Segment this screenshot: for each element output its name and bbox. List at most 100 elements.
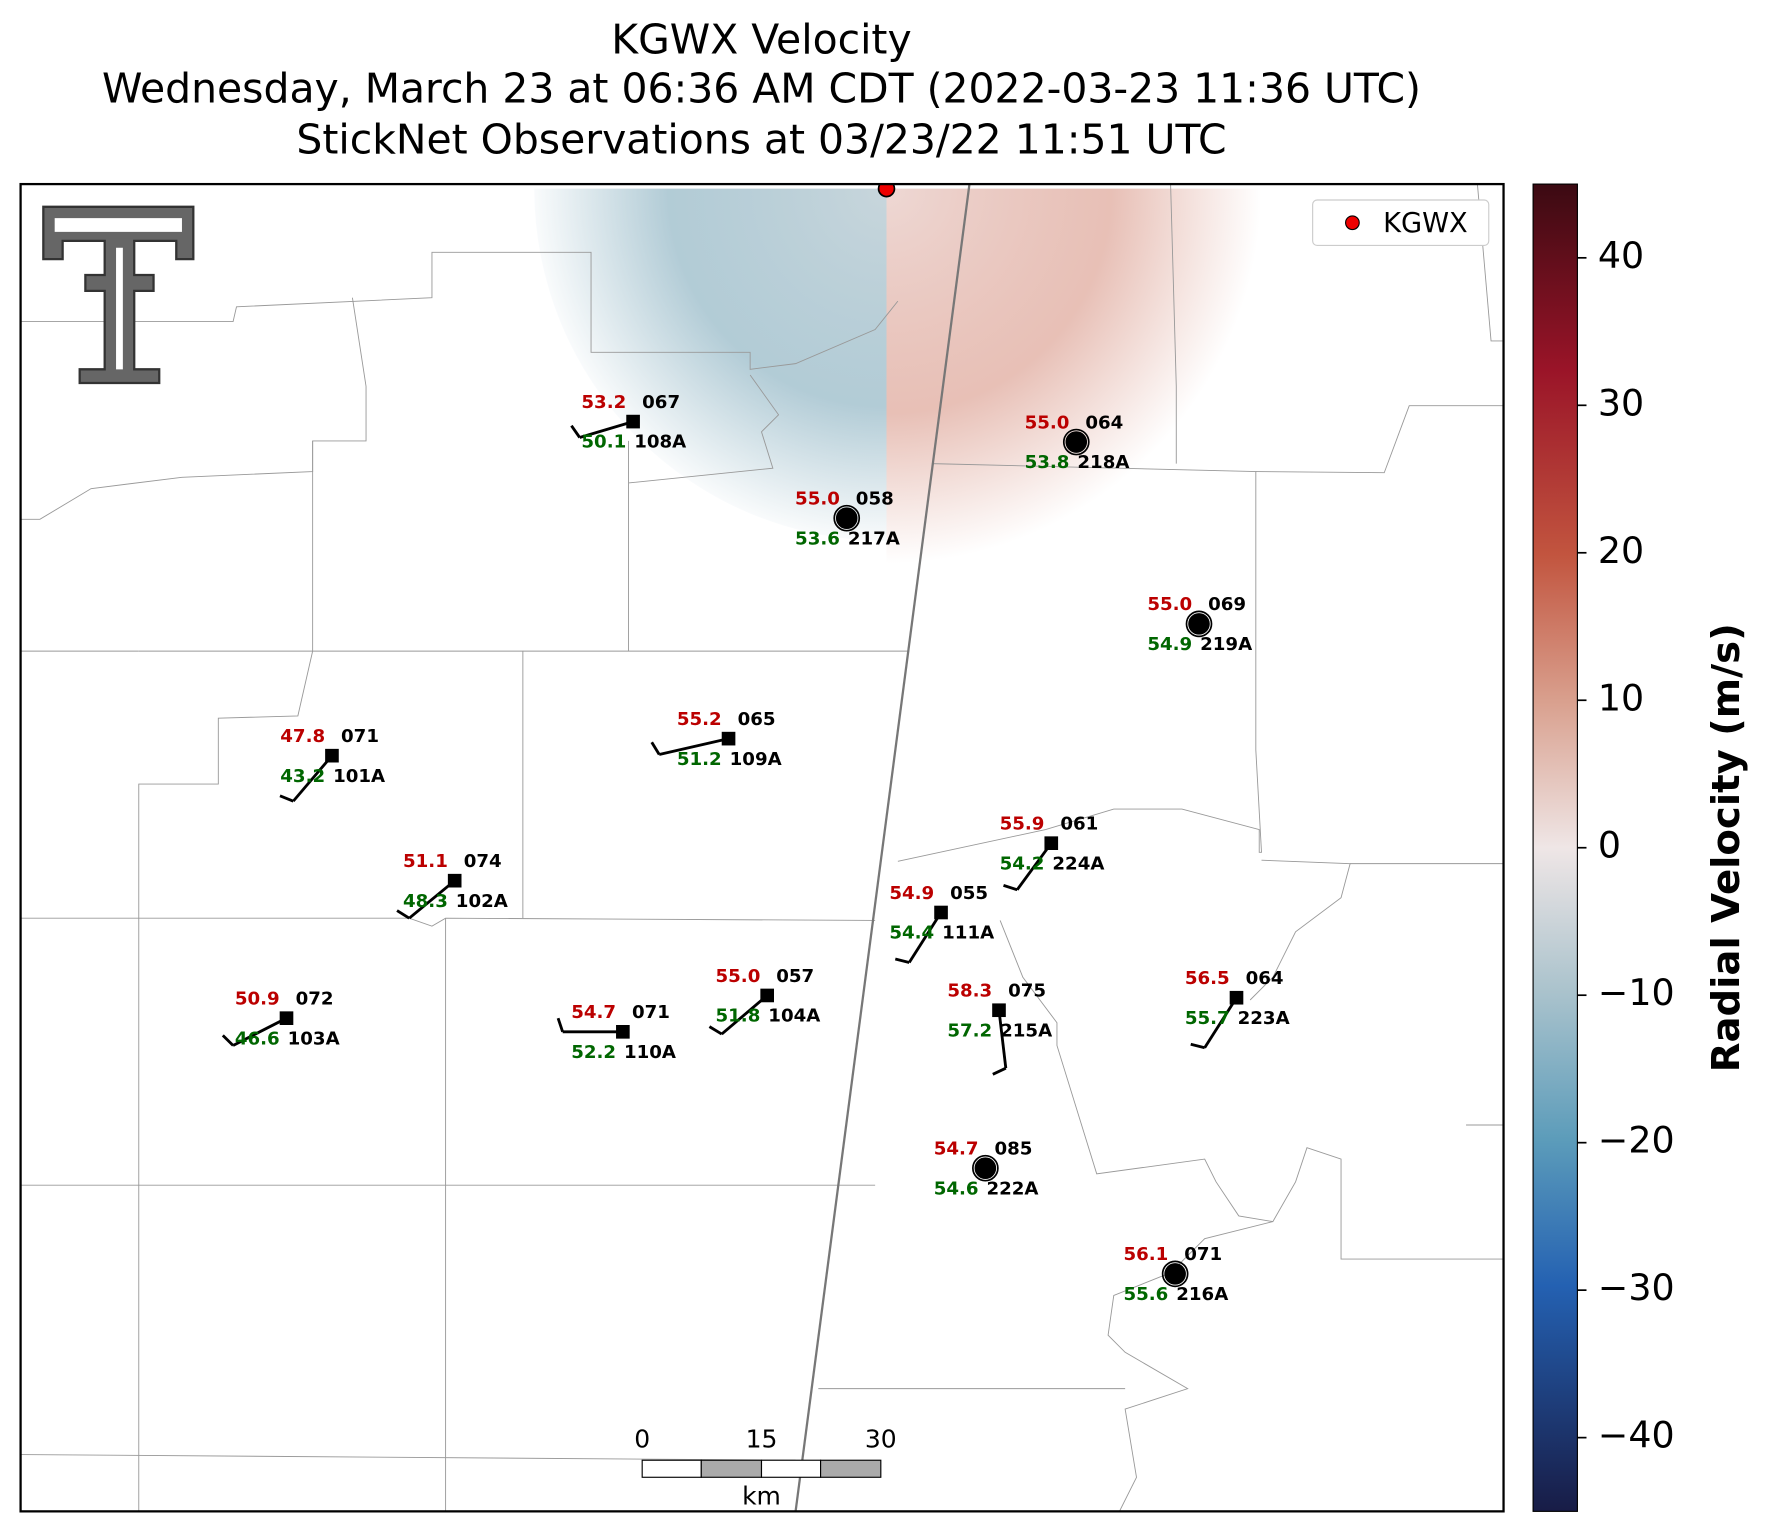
station-value: 065	[738, 709, 776, 730]
colorbar-tick-label: 10	[1598, 676, 1644, 719]
temperature: 58.3	[947, 981, 992, 1002]
station-id: 101A	[333, 766, 385, 787]
barb-feather	[708, 1025, 723, 1036]
dewpoint: 53.6	[795, 528, 840, 549]
colorbar-tick-label: 20	[1598, 529, 1644, 572]
wind-barb	[232, 1016, 288, 1047]
title-line: StickNet Observations at 03/23/22 11:51 …	[296, 115, 1226, 163]
map-area: 53.2 067 50.1 108A 55.0 058 53.6 217A 55.0 064 53.…	[20, 184, 1504, 1512]
scalebar-tick-label: 30	[865, 1425, 897, 1454]
scalebar-labels: 0 15 30 km	[634, 1425, 896, 1511]
station-id: 219A	[1200, 634, 1252, 655]
temperature: 54.7	[571, 1002, 616, 1023]
temperature: 50.9	[235, 989, 280, 1010]
legend-label: KGWX	[1383, 208, 1468, 239]
dewpoint: 54.6	[934, 1178, 979, 1199]
station-value: 067	[642, 392, 680, 413]
temperature: 54.7	[934, 1139, 979, 1160]
highway	[794, 184, 971, 1512]
colorbar-tick-label: −20	[1598, 1119, 1675, 1162]
dewpoint: 52.2	[571, 1042, 616, 1063]
wind-barb	[1016, 842, 1053, 891]
colorbar-tick-label: −10	[1598, 971, 1675, 1014]
station-id: 217A	[848, 528, 900, 549]
dewpoint: 43.2	[280, 766, 325, 787]
station-value: 071	[341, 726, 379, 747]
station-id: 109A	[730, 749, 782, 770]
station-value: 069	[1208, 594, 1246, 615]
title-line: KGWX Velocity	[611, 15, 911, 63]
station-marker	[626, 414, 640, 429]
legend: KGWX	[1312, 199, 1490, 247]
stations: 53.2 067 50.1 108A 55.0 058 53.6 217A 55.0 064 53.…	[221, 392, 1290, 1305]
wind-barb	[658, 737, 729, 756]
radar-echo-outbound	[886, 188, 1262, 564]
station-calm-ring	[1062, 428, 1090, 456]
temperature: 55.0	[795, 489, 840, 510]
temperature: 53.2	[581, 392, 626, 413]
wind-barb	[997, 1010, 1008, 1069]
wind-barb	[908, 911, 943, 964]
radar-echo-inbound	[534, 188, 887, 541]
station-value: 085	[994, 1139, 1032, 1160]
station-marker	[934, 905, 948, 920]
temperature: 55.0	[1147, 594, 1192, 615]
station-calm-ring	[972, 1154, 999, 1182]
colorbar-tick-label: 0	[1598, 824, 1621, 867]
temperature: 55.0	[1025, 412, 1070, 433]
scalebar	[641, 1459, 882, 1478]
dewpoint: 54.2	[1000, 853, 1045, 874]
station-marker	[1229, 990, 1244, 1005]
station-value: 064	[1246, 968, 1284, 989]
barb-feather	[894, 957, 910, 964]
station-calm-marker	[1164, 1263, 1186, 1285]
station-value: 061	[1060, 814, 1098, 835]
station-marker	[447, 873, 462, 888]
station-id: 218A	[1077, 452, 1129, 473]
station-id: 103A	[288, 1028, 340, 1049]
station-marker	[279, 1011, 294, 1025]
barb-feather	[992, 1066, 1007, 1076]
station-id: 222A	[987, 1178, 1039, 1199]
colorbar-tick-label: −40	[1598, 1414, 1675, 1457]
county-lines	[20, 184, 1504, 1512]
station-marker	[721, 731, 736, 746]
colorbar-tick-label: −30	[1598, 1266, 1675, 1309]
map-frame	[19, 182, 1505, 1513]
station-value: 075	[1008, 981, 1046, 1002]
dewpoint: 48.3	[403, 891, 448, 912]
temperature: 47.8	[280, 726, 325, 747]
temperature: 56.5	[1185, 968, 1230, 989]
barb-feather	[650, 741, 661, 756]
scalebar-tick-label: 0	[634, 1425, 650, 1454]
station-id: 104A	[768, 1006, 820, 1027]
colorbar-label: Radial Velocity (m/s)	[1704, 623, 1749, 1072]
temperature: 55.9	[1000, 814, 1045, 835]
title-line: Wednesday, March 23 at 06:36 AM CDT (202…	[102, 64, 1421, 112]
station-marker	[992, 1003, 1006, 1018]
wind-barb	[292, 754, 334, 803]
station-id: 108A	[634, 432, 686, 453]
station-calm-ring	[1161, 1260, 1189, 1288]
legend-marker	[1345, 215, 1360, 231]
temperature: 56.1	[1123, 1244, 1168, 1265]
station-id: 110A	[624, 1042, 676, 1063]
station-value: 064	[1085, 412, 1123, 433]
temperature: 54.9	[889, 883, 934, 904]
station-value: 074	[464, 851, 502, 872]
barb-feather	[1003, 884, 1018, 892]
barb-feather	[221, 1034, 235, 1047]
radar-site	[877, 184, 896, 198]
temperature: 55.0	[716, 966, 761, 987]
barb-feather	[570, 424, 581, 439]
station-calm-ring	[833, 504, 861, 532]
station-value: 055	[950, 883, 988, 904]
colorbar-axis: −40 −30 −20 −10 0 10 20 30 40	[1577, 234, 1675, 1457]
dewpoint: 51.8	[716, 1006, 761, 1027]
barb-feather	[1190, 1042, 1206, 1050]
station-calm-ring	[1185, 610, 1213, 638]
station-value: 058	[856, 489, 894, 510]
station-id: 215A	[1000, 1020, 1052, 1041]
station-id: 216A	[1176, 1284, 1228, 1305]
